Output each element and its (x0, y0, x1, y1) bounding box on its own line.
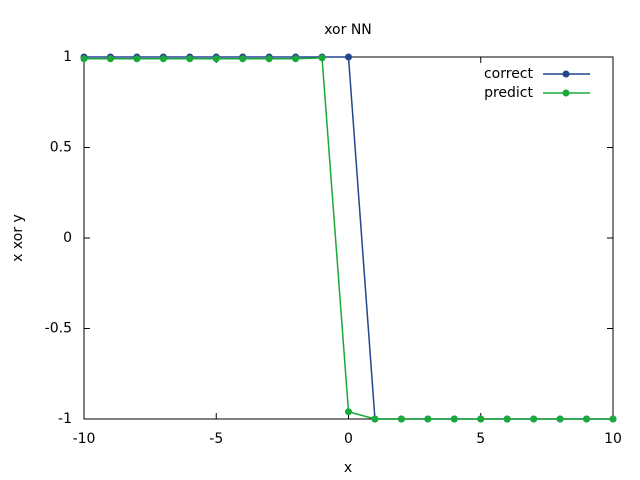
data-point (265, 55, 273, 63)
data-point (556, 415, 564, 423)
data-point (609, 415, 617, 423)
data-point (106, 55, 114, 63)
chart-title: xor NN (324, 22, 372, 38)
data-point (397, 415, 405, 423)
data-point (530, 415, 538, 423)
data-point (583, 415, 591, 423)
x-tick-label: 5 (476, 431, 485, 447)
x-tick-label: -10 (73, 431, 96, 447)
data-point (80, 55, 88, 63)
legend-label: predict (484, 85, 533, 101)
data-point (318, 54, 326, 62)
data-point (345, 408, 352, 416)
y-axis-label: x xor y (10, 214, 26, 262)
data-point (424, 415, 432, 423)
data-point (186, 55, 194, 63)
x-tick-label: 0 (344, 431, 353, 447)
data-point (450, 415, 458, 423)
data-point (371, 415, 379, 423)
x-axis-label: x (344, 460, 352, 476)
data-point (212, 55, 220, 63)
y-tick-label: -1 (58, 411, 72, 427)
data-point (345, 53, 352, 61)
data-point (239, 55, 247, 63)
data-point (133, 55, 141, 63)
legend-marker (562, 89, 570, 97)
legend-marker (562, 70, 570, 78)
x-tick-label: -5 (209, 431, 223, 447)
data-point (159, 55, 167, 63)
data-point (503, 415, 511, 423)
legend-label: correct (484, 66, 534, 82)
data-point (292, 55, 300, 63)
y-tick-label: 0 (63, 230, 72, 246)
data-point (477, 415, 485, 423)
y-tick-label: 0.5 (50, 140, 72, 156)
x-tick-label: 10 (604, 431, 622, 447)
y-tick-label: 1 (63, 49, 72, 65)
y-tick-label: -0.5 (45, 321, 72, 337)
